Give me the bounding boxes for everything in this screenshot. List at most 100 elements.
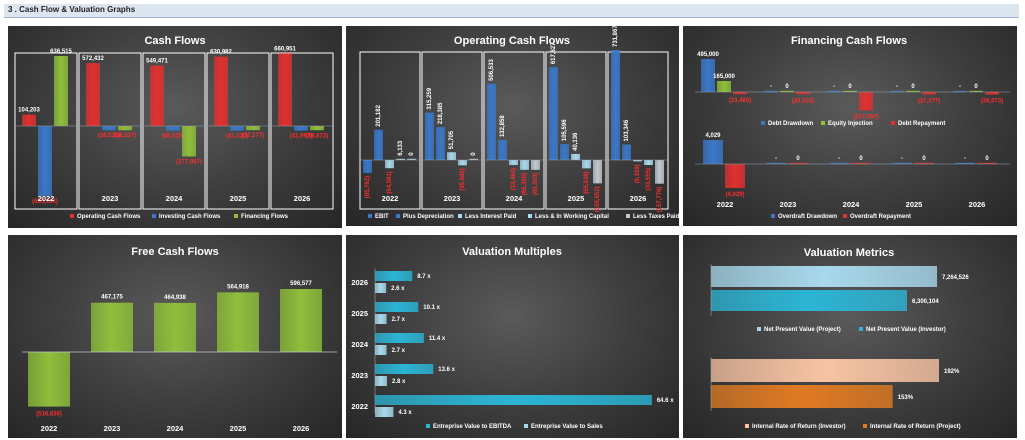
bar-less-in-working-capital [396, 158, 405, 160]
bar-operating-cash-flows [214, 56, 228, 126]
bar-free-cash-flow [154, 302, 196, 352]
legend-item: Entreprise Value to EBITDA [433, 424, 512, 430]
bar-entreprise-value-to-sales [375, 345, 387, 355]
legend-item-swatch [761, 121, 765, 125]
x-tick-label: 2023 [102, 194, 119, 203]
data-label: 104,203 [18, 108, 40, 114]
valuation-multiples-chart: Valuation Multiples 2026 8.7 x 2.6 x 2025 10.… [346, 235, 679, 438]
bar-operating-cash-flows [86, 63, 100, 126]
data-label: (277,057) [853, 114, 879, 120]
bar-ebit [487, 83, 496, 160]
bar-less-taxes-paid [407, 158, 416, 160]
bar-less-taxes-paid [531, 160, 540, 170]
data-label: 2.7 x [392, 348, 406, 354]
bar-equity-injection [843, 90, 857, 92]
bar-net-present-value-project- [711, 266, 937, 287]
data-label: 2.6 x [391, 286, 405, 292]
data-label: 165,000 [713, 74, 735, 80]
legend-item-swatch [234, 214, 238, 218]
data-label: (65,303) [533, 173, 539, 195]
bar-financing-flows [54, 56, 68, 126]
bar-overdraft-drawdown [703, 140, 723, 164]
data-label: 103,346 [624, 119, 630, 141]
bar-entreprise-value-to-ebitda [375, 302, 419, 312]
bar-operating-cash-flows [22, 114, 36, 126]
bar-less-taxes-paid [593, 160, 602, 184]
bar-entreprise-value-to-sales [375, 283, 387, 293]
data-label: 549,471 [146, 59, 168, 65]
chart-title: Free Cash Flows [131, 246, 218, 258]
legend-item: Operating Cash Flows [77, 214, 141, 220]
bar-overdraft-drawdown [892, 162, 912, 164]
bar-plus-depreciation [436, 127, 445, 160]
x-tick-label: 2022 [41, 424, 58, 433]
legend-item: Debt Drawdown [768, 121, 814, 127]
bar-ebit [611, 50, 620, 160]
data-label: 506,533 [489, 59, 495, 81]
bar-debt-repayment [985, 92, 999, 95]
bar-equity-injection [717, 81, 731, 92]
data-label: (37,277) [242, 133, 264, 139]
bar-debt-drawdown [890, 90, 904, 92]
chart-title: Valuation Metrics [804, 247, 894, 259]
data-label: (635,184) [32, 199, 58, 205]
bar-free-cash-flow [28, 352, 70, 407]
data-label: 8.7 x [417, 274, 431, 280]
legend-item: Debt Repayment [898, 121, 945, 127]
legend-item-swatch [426, 424, 430, 428]
bar-less-taxes-paid [655, 160, 664, 184]
bar-overdraft-repayment [977, 162, 997, 164]
bar-entreprise-value-to-sales [375, 376, 387, 386]
data-label: (33,484) [511, 168, 517, 190]
data-label: 572,432 [82, 56, 104, 62]
bar-equity-injection [906, 90, 920, 92]
data-label: (37,277) [918, 98, 940, 104]
data-label: 13.6 x [438, 367, 455, 373]
legend-item: Less Interest Paid [465, 214, 517, 220]
x-tick-label: 2022 [717, 200, 734, 209]
legend-item-swatch [152, 214, 156, 218]
bar-less-in-working-capital [458, 160, 467, 166]
category-frame [78, 52, 142, 210]
legend-item-swatch [891, 121, 895, 125]
bar-less-interest-paid [633, 160, 642, 162]
data-label: - [838, 156, 840, 162]
x-tick-label: 2024 [506, 194, 524, 203]
legend-item: Equity Injection [828, 121, 873, 127]
data-label: (35,585) [460, 168, 466, 190]
data-label: 2.7 x [392, 317, 406, 323]
data-label: 192% [944, 369, 960, 375]
legend-item-swatch [458, 214, 462, 218]
bar-financing-flows [310, 126, 324, 131]
data-label: 464,938 [164, 295, 186, 301]
data-label: 2.8 x [392, 379, 406, 385]
data-label: (40,515) [162, 133, 184, 139]
legend-item-swatch [771, 214, 775, 218]
bar-entreprise-value-to-ebitda [375, 333, 424, 343]
data-label: 7,264,526 [942, 275, 969, 281]
bar-plus-depreciation [498, 140, 507, 160]
data-label: (155,652) [595, 186, 601, 212]
bar-entreprise-value-to-ebitda [375, 395, 652, 405]
y-tick-label: 2023 [351, 371, 368, 380]
bar-less-interest-paid [571, 153, 580, 160]
data-label: (85,762) [365, 176, 371, 198]
bar-less-in-working-capital [582, 160, 591, 169]
category-frame [421, 51, 483, 210]
data-label: 4,029 [705, 133, 721, 139]
bar-overdraft-drawdown [766, 162, 786, 164]
data-label: 0 [409, 152, 415, 156]
x-tick-label: 2025 [568, 194, 585, 203]
data-label: (41,997) [290, 134, 312, 140]
legend-item: Internal Rate of Return (Investor) [752, 424, 846, 430]
category-frame [483, 51, 545, 210]
data-label: 564,918 [227, 284, 249, 290]
bar-investing-cash-flows [102, 126, 116, 131]
bar-net-present-value-investor- [711, 290, 907, 311]
legend-item: Entreprise Value to Sales [531, 424, 603, 430]
data-label: 0 [848, 84, 852, 90]
data-label: 467,175 [101, 295, 123, 301]
data-label: (33,555) [646, 168, 652, 190]
data-label: (41,330) [226, 134, 248, 140]
bar-ebit [425, 112, 434, 160]
